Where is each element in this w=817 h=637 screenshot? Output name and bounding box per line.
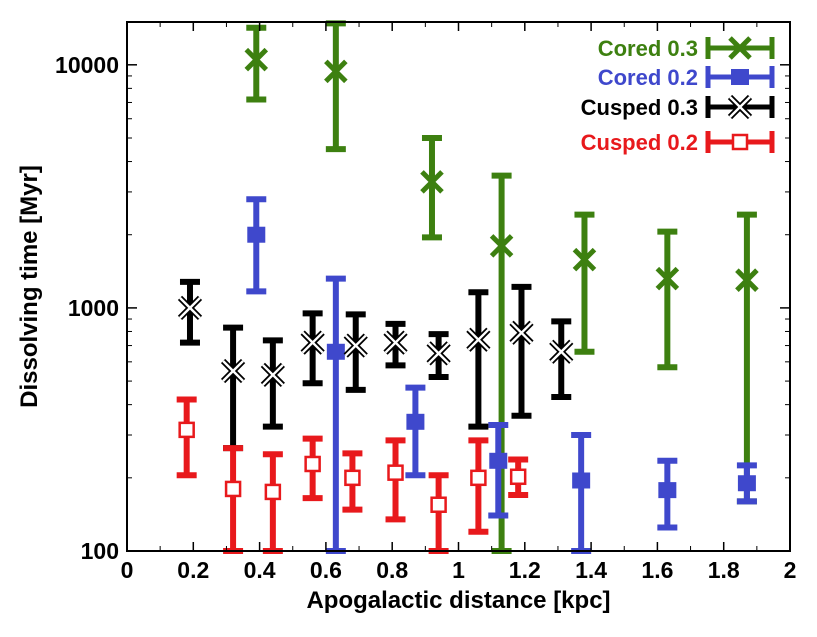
legend-entry: Cored 0.2 — [598, 65, 775, 90]
error-bar — [405, 384, 426, 479]
data-point — [489, 234, 514, 258]
data-point — [177, 295, 203, 321]
x-tick-label: 0.4 — [244, 557, 276, 583]
x-tick-label: 1.2 — [509, 557, 541, 583]
data-point — [470, 469, 487, 487]
data-point — [383, 330, 408, 355]
legend-entry: Cusped 0.2 — [581, 130, 775, 155]
data-point — [489, 452, 508, 469]
y-tick-label: 10000 — [55, 52, 119, 78]
data-point — [737, 475, 756, 492]
legend-label: Cored 0.2 — [598, 65, 698, 90]
data-point — [572, 472, 591, 489]
error-bar — [302, 310, 323, 387]
x-tick-label: 0.8 — [376, 557, 408, 583]
error-bar — [488, 421, 509, 519]
data-point — [343, 333, 368, 358]
data-point — [264, 483, 282, 501]
x-tick-label: 1.4 — [575, 557, 607, 583]
legend: Cored 0.3 Cored 0.2 Cusped 0.3 Cusped 0.2 — [581, 36, 775, 155]
data-point — [658, 482, 677, 499]
legend-marker — [731, 69, 749, 85]
error-bar — [468, 289, 489, 430]
data-point — [344, 469, 361, 487]
error-bar — [421, 134, 442, 241]
error-bar — [468, 437, 489, 535]
data-point — [655, 266, 680, 291]
data-point — [300, 330, 325, 355]
data-point — [244, 47, 269, 72]
y-axis-title: Dissolving time [Myr] — [16, 165, 43, 408]
data-point — [420, 170, 444, 194]
y-tick-label: 1000 — [68, 295, 119, 321]
error-bar — [246, 196, 267, 295]
error-bar — [246, 24, 267, 103]
legend-marker — [728, 36, 752, 60]
legend-entry: Cored 0.3 — [598, 36, 775, 61]
x-tick-label: 0.6 — [310, 557, 342, 583]
data-point — [387, 464, 404, 481]
legend-entry: Cusped 0.3 — [581, 94, 775, 120]
legend-marker — [727, 94, 753, 120]
series-cored-0-3 — [244, 20, 759, 554]
data-point — [406, 413, 425, 430]
data-point — [260, 362, 285, 388]
error-bar — [345, 311, 366, 393]
error-bar — [657, 228, 678, 371]
x-tick-label: 0.2 — [177, 557, 209, 583]
data-point — [735, 268, 759, 292]
error-bar — [325, 20, 346, 153]
x-tick-label: 1.6 — [641, 557, 673, 583]
data-point — [324, 59, 348, 84]
error-bar — [574, 211, 595, 355]
series-cusped-0-2 — [176, 396, 529, 554]
data-point — [326, 343, 345, 360]
legend-label: Cored 0.3 — [598, 36, 698, 61]
axes: 0 0.2 0.4 0.6 0.8 1 1.2 1.4 1.6 1.8 2 100 1000 10000 — [55, 21, 797, 583]
x-axis-title: Apogalactic distance [kpc] — [306, 587, 610, 614]
data-point — [466, 327, 491, 352]
data-point — [509, 468, 527, 486]
data-point — [430, 496, 447, 513]
x-tick-label: 1 — [452, 557, 465, 583]
data-point — [247, 226, 266, 243]
data-point — [224, 480, 242, 498]
legend-label: Cusped 0.3 — [581, 95, 698, 120]
x-tick-label: 0 — [121, 557, 134, 583]
x-tick-label: 1.8 — [708, 557, 740, 583]
data-point — [509, 320, 534, 345]
legend-marker — [731, 133, 749, 151]
data-point — [178, 421, 195, 439]
legend-label: Cusped 0.2 — [581, 130, 698, 155]
data-point — [304, 455, 321, 473]
data-point — [426, 341, 451, 366]
y-tick-label: 100 — [81, 538, 119, 564]
data-point — [220, 358, 246, 384]
data-point — [572, 247, 597, 272]
error-bar — [551, 318, 572, 401]
error-bar — [511, 283, 532, 419]
data-marks — [176, 20, 759, 554]
x-tick-label: 2 — [784, 557, 797, 583]
error-bar — [179, 278, 200, 346]
error-bar — [262, 337, 283, 430]
data-point — [549, 339, 574, 364]
series-cusped-0-3 — [177, 278, 574, 452]
